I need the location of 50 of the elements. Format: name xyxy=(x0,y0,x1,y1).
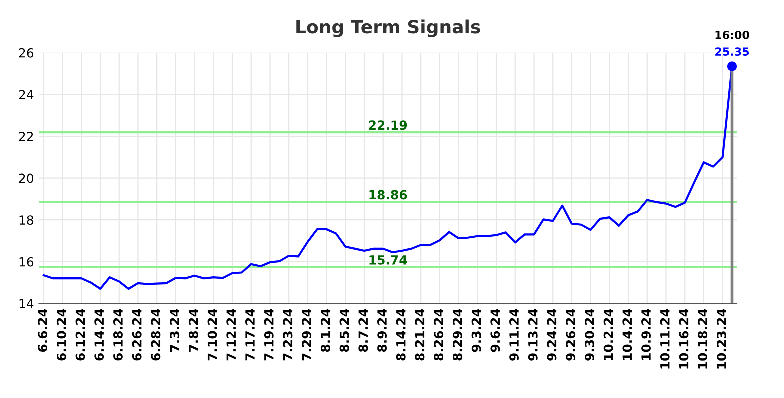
x-tick-label: 6.12.24 xyxy=(76,309,86,361)
ref-line-label: 15.74 xyxy=(370,256,408,265)
x-tick-label: 10.11.24 xyxy=(660,309,670,369)
x-tick-label: 9.26.24 xyxy=(566,309,576,361)
y-tick-label: 14 xyxy=(20,299,34,308)
x-tick-label: 7.10.24 xyxy=(208,309,218,361)
x-tick-label: 7.12.24 xyxy=(226,309,236,361)
x-tick-label: 8.14.24 xyxy=(396,309,406,361)
x-tick-label: 10.4.24 xyxy=(622,309,632,360)
y-tick-label: 24 xyxy=(19,90,34,100)
data-label: 25.35 xyxy=(716,48,750,56)
x-tick-label: 8.7.24 xyxy=(358,309,368,352)
x-tick-label: 9.24.24 xyxy=(547,309,557,361)
x-tick-label: 6.18.24 xyxy=(114,309,123,361)
x-tick-label: 8.21.24 xyxy=(415,309,425,361)
x-tick-label: 7.29.24 xyxy=(302,309,312,361)
x-tick-label: 7.17.24 xyxy=(246,309,255,361)
y-tick-label: 18 xyxy=(20,216,34,226)
x-tick-label: 6.6.24 xyxy=(38,309,48,352)
x-tick-label: 9.3.24 xyxy=(472,309,482,352)
y-tick-label: 26 xyxy=(19,48,34,58)
x-tick-label: 9.30.24 xyxy=(584,309,594,361)
x-tick-label: 8.26.24 xyxy=(434,309,444,361)
x-tick-label: 7.8.24 xyxy=(188,309,198,352)
chart-title: Long Term Signals xyxy=(296,20,480,38)
x-tick-label: 9.6.24 xyxy=(490,309,500,352)
x-tick-label: 10.18.24 xyxy=(698,309,708,369)
x-tick-label: 6.10.24 xyxy=(56,309,66,361)
x-tick-label: 8.5.24 xyxy=(340,309,350,352)
x-tick-label: 7.3.24 xyxy=(170,309,180,352)
x-tick-label: 9.11.24 xyxy=(510,309,519,361)
ref-line-label: 18.86 xyxy=(370,190,408,200)
x-tick-label: 6.26.24 xyxy=(132,309,142,361)
y-tick-label: 16 xyxy=(20,257,34,267)
x-tick-label: 10.9.24 xyxy=(642,309,652,360)
x-tick-label: 8.29.24 xyxy=(452,309,462,361)
x-tick-label: 6.14.24 xyxy=(94,309,104,361)
x-tick-label: 9.13.24 xyxy=(528,309,538,361)
x-tick-label: 7.19.24 xyxy=(264,309,274,361)
y-tick-label: 22 xyxy=(19,132,34,142)
x-tick-label: 10.2.24 xyxy=(604,309,614,360)
x-tick-label: 10.23.24 xyxy=(716,309,726,369)
x-tick-label: 10.16.24 xyxy=(679,309,689,369)
x-tick-label: 7.23.24 xyxy=(283,309,293,361)
annotation: 16:00 xyxy=(716,30,750,40)
y-tick-label: 20 xyxy=(19,174,34,184)
ref-line-label: 22.19 xyxy=(369,120,408,130)
x-tick-label: 8.9.24 xyxy=(378,309,387,352)
x-tick-label: 8.1.24 xyxy=(320,309,330,352)
x-tick-label: 6.28.24 xyxy=(151,309,161,361)
